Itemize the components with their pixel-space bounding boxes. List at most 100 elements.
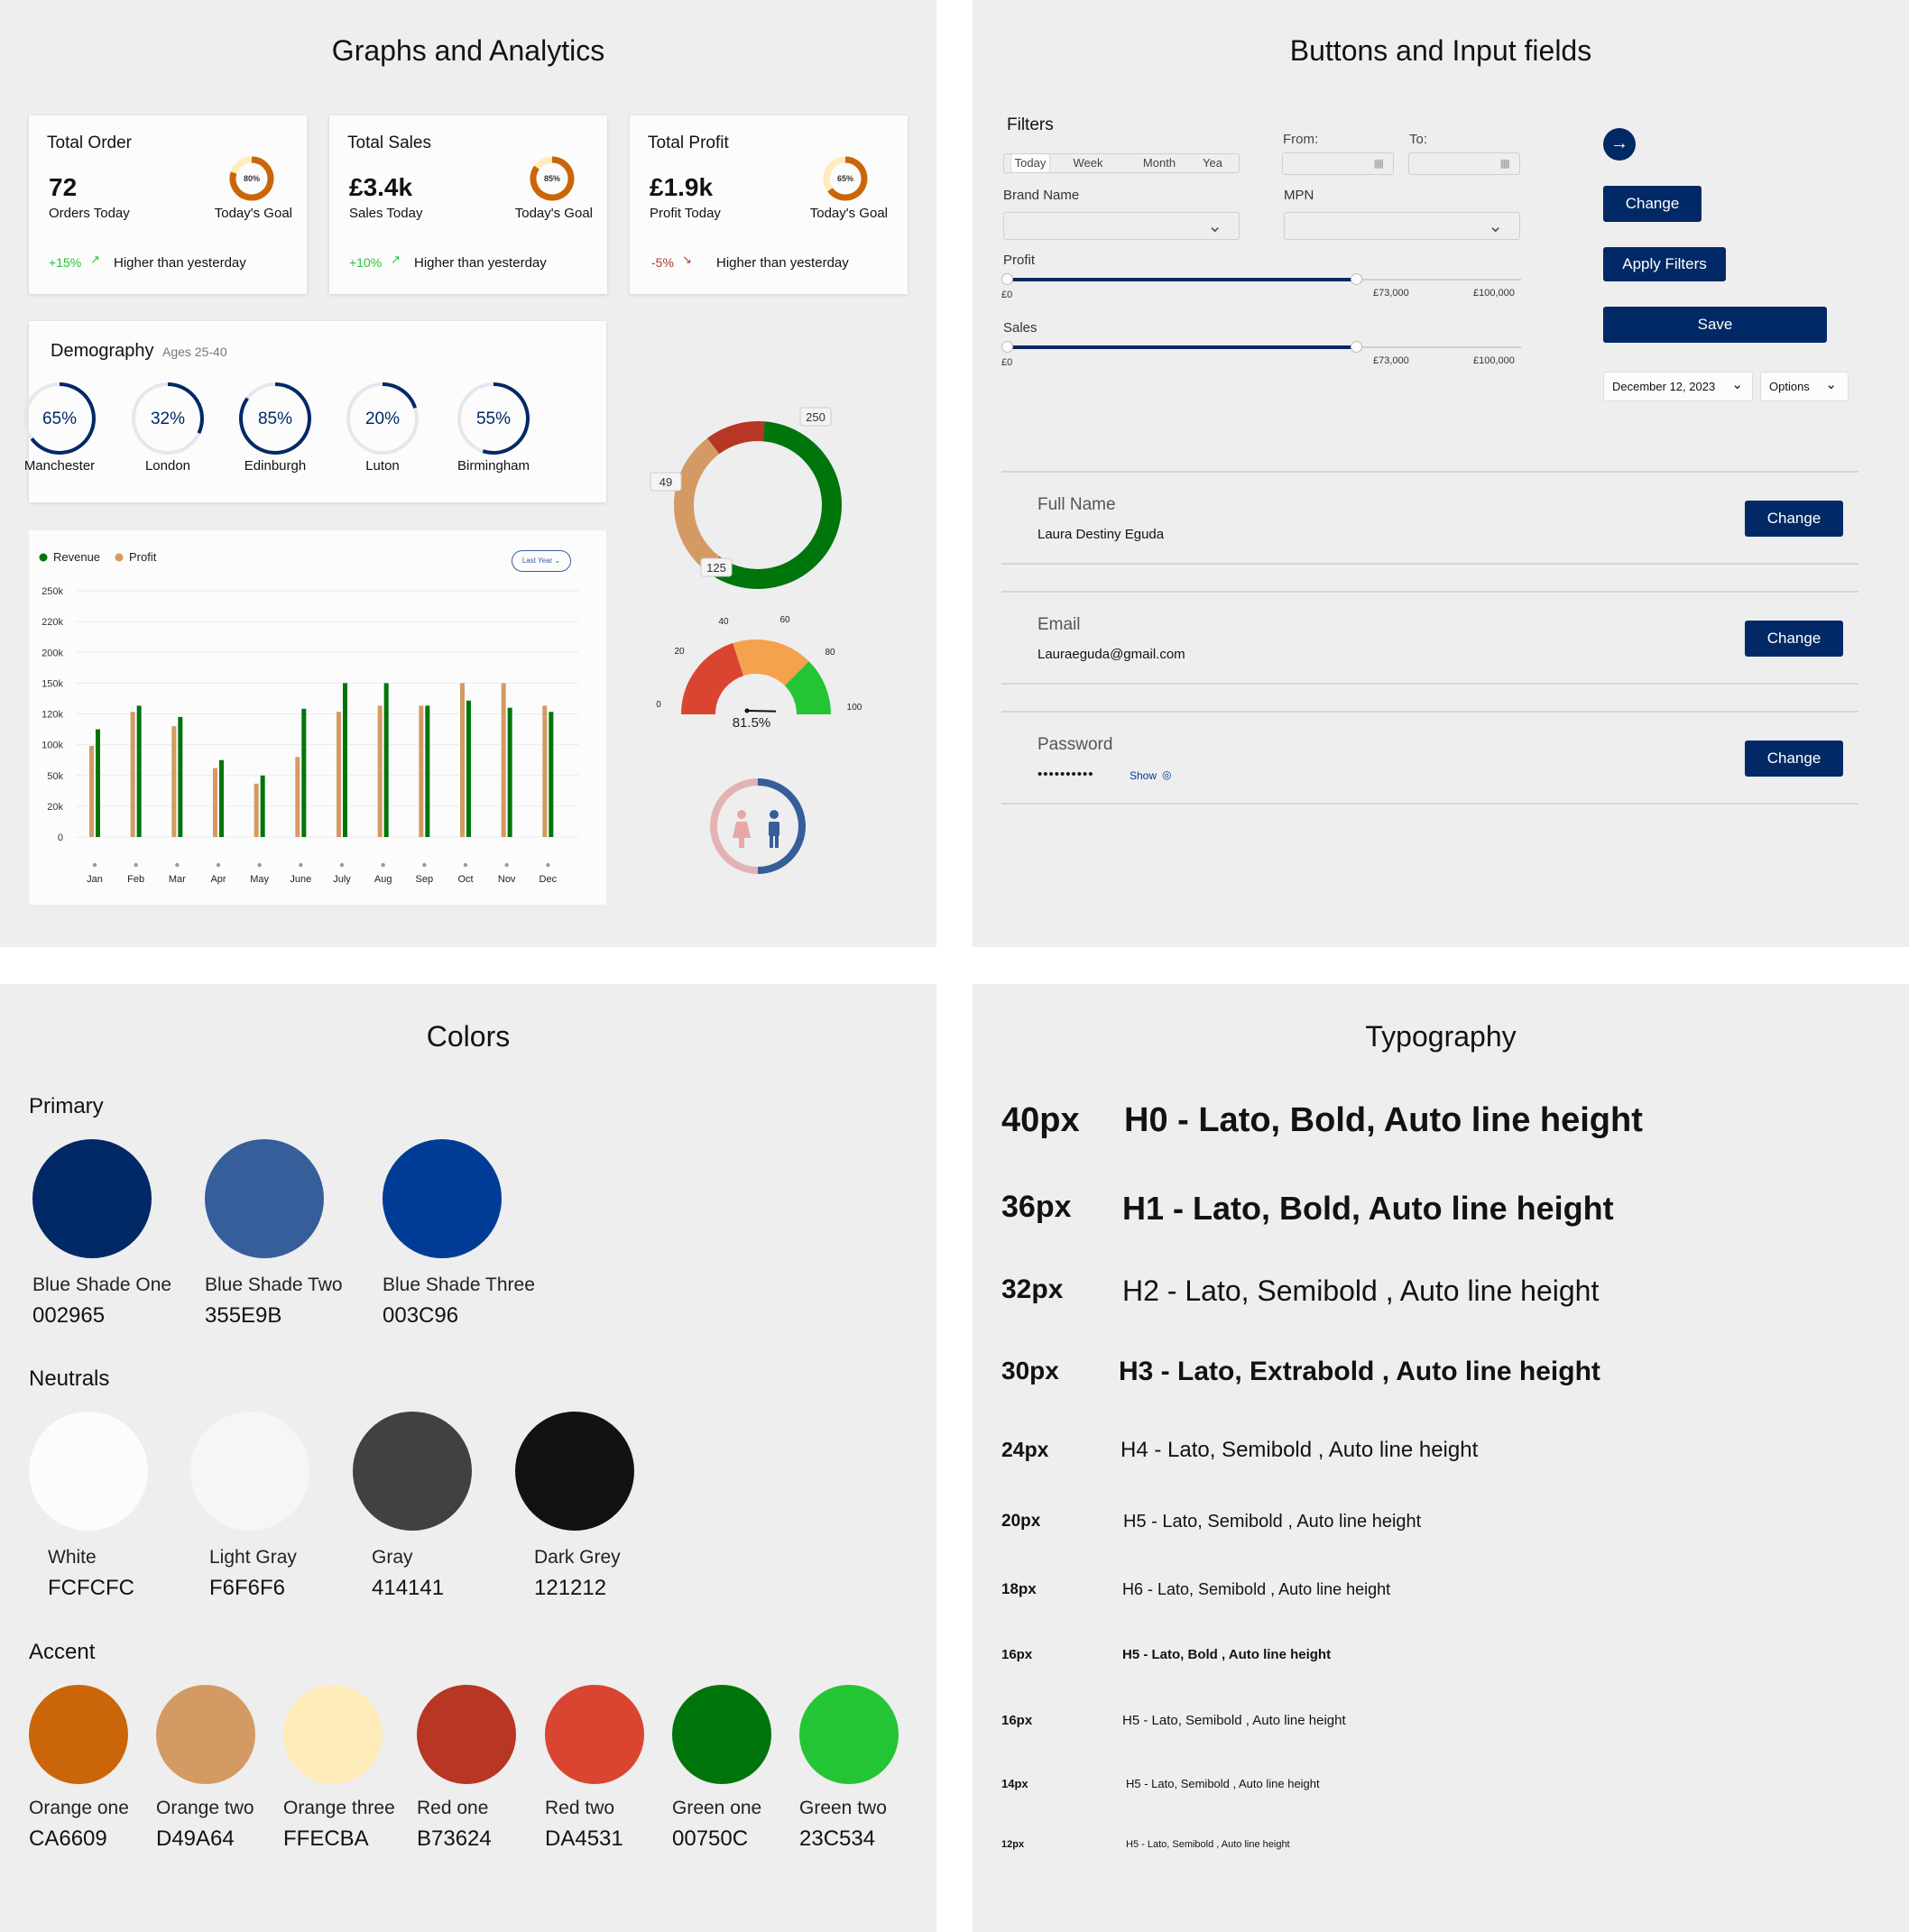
- buttons-panel: Buttons and Input fields Filters Today We…: [973, 0, 1909, 947]
- type-sample: H5 - Lato, Semibold , Auto line height: [1126, 1777, 1320, 1790]
- row-divider: [1001, 471, 1858, 473]
- type-sample: H3 - Lato, Extrabold , Auto line height: [1119, 1357, 1600, 1386]
- x-tick-label: Sep: [416, 874, 434, 885]
- graphs-panel: Graphs and Analytics Total Order 72 Orders…: [0, 0, 936, 947]
- brand-name-select[interactable]: ⌄: [1003, 212, 1240, 240]
- x-tick-dot: [504, 862, 509, 868]
- chevron-down-icon: ⌄: [554, 557, 561, 565]
- profit-bar: [460, 683, 465, 837]
- change-email-button[interactable]: Change: [1745, 621, 1843, 657]
- city-ring: [346, 382, 419, 455]
- apply-filters-button[interactable]: Apply Filters: [1603, 247, 1726, 281]
- kpi-value-label: Sales Today: [349, 206, 423, 221]
- graphs-title: Graphs and Analytics: [331, 34, 605, 67]
- gender-ring: [710, 778, 806, 874]
- kpi-title: Total Profit: [648, 133, 729, 152]
- profit-bar: [130, 712, 135, 837]
- kpi-value-label: Profit Today: [650, 206, 721, 221]
- goal-label: Today's Goal: [514, 206, 593, 221]
- revenue-bar: [96, 729, 100, 837]
- legend-marker: [115, 553, 124, 562]
- legend-label: Profit: [129, 550, 157, 564]
- color-name: White: [48, 1547, 97, 1568]
- change-full-name-button[interactable]: Change: [1745, 501, 1843, 537]
- type-size-label: 40px: [1001, 1101, 1080, 1139]
- date-select[interactable]: December 12, 2023 ⌄: [1603, 372, 1753, 401]
- last-year-select[interactable]: Last Year ⌄: [512, 550, 571, 572]
- typography-title: Typography: [1365, 1020, 1517, 1053]
- revenue-bar: [425, 705, 430, 837]
- color-name: Red two: [545, 1798, 615, 1818]
- kpi-card: Total Order 72 Orders Today 80% Today's Goal…: [29, 115, 307, 294]
- color-swatch: [353, 1412, 472, 1531]
- type-sample: H5 - Lato, Semibold , Auto line height: [1123, 1512, 1422, 1532]
- profit-bar: [337, 712, 341, 837]
- male-icon: [769, 810, 779, 848]
- to-label: To:: [1409, 132, 1428, 147]
- profit-slider[interactable]: [1001, 273, 1521, 285]
- segment-today[interactable]: Today: [1011, 154, 1049, 172]
- city-percent: 65%: [42, 409, 78, 428]
- color-code: 355E9B: [205, 1303, 282, 1328]
- x-tick-label: July: [333, 874, 351, 885]
- show-password-link[interactable]: Show: [1130, 769, 1157, 782]
- segment-yea[interactable]: Yea: [1203, 156, 1222, 170]
- profit-bar: [542, 705, 548, 837]
- x-tick-label: Mar: [169, 874, 186, 885]
- from-date-input[interactable]: ▦: [1282, 152, 1394, 175]
- type-sample: H6 - Lato, Semibold , Auto line height: [1122, 1580, 1391, 1598]
- type-sample: H2 - Lato, Semibold , Auto line height: [1122, 1274, 1600, 1307]
- x-tick-label: Jan: [87, 874, 103, 885]
- color-swatch: [29, 1685, 128, 1784]
- mpn-select[interactable]: ⌄: [1284, 212, 1520, 240]
- profit-slider-handle[interactable]: [1350, 273, 1362, 285]
- profit-bar: [171, 726, 177, 837]
- change-password-button[interactable]: Change: [1745, 741, 1843, 777]
- goal-label: Today's Goal: [214, 206, 292, 221]
- goal-percent: 80%: [244, 174, 260, 183]
- profit-bar: [89, 745, 94, 837]
- sales-slider[interactable]: [1001, 341, 1521, 353]
- save-button[interactable]: Save: [1603, 307, 1827, 343]
- legend-marker: [39, 553, 48, 562]
- color-swatch: [156, 1685, 255, 1784]
- arrow-right-button[interactable]: →: [1603, 128, 1636, 161]
- color-name: Green two: [799, 1798, 887, 1818]
- city-ring: [457, 382, 530, 455]
- options-select[interactable]: Options ⌄: [1760, 372, 1849, 401]
- kpi-value: £3.4k: [349, 173, 413, 201]
- goal-ring: 85%: [530, 156, 575, 201]
- profit-bar: [213, 768, 217, 837]
- change-button[interactable]: Change: [1603, 186, 1702, 222]
- revenue-profit-bar-chart: Revenue Profit 0 20k 50k 100k 120k 150k 200k 220k…: [39, 550, 579, 885]
- color-swatch: [417, 1685, 516, 1784]
- city-ring: [132, 382, 204, 455]
- donut-slice: [707, 421, 842, 589]
- color-swatch: [672, 1685, 771, 1784]
- color-name: Red one: [417, 1798, 489, 1818]
- kpi-card: Total Sales £3.4k Sales Today 85% Today's Go…: [329, 115, 607, 294]
- color-swatch: [515, 1412, 634, 1531]
- segment-week[interactable]: Week: [1073, 156, 1103, 170]
- type-sample: H1 - Lato, Bold, Auto line height: [1122, 1190, 1614, 1227]
- sales-slider-min-handle[interactable]: [1001, 341, 1013, 353]
- goal-percent: 65%: [837, 174, 853, 183]
- color-name: Orange one: [29, 1798, 129, 1818]
- color-group-title: Neutrals: [29, 1366, 110, 1391]
- color-swatch: [190, 1412, 309, 1531]
- donut-label-box: [700, 557, 733, 577]
- city-name: Manchester: [23, 458, 96, 474]
- y-tick-label: 150k: [42, 678, 63, 689]
- sales-slider-min: £0: [1001, 357, 1013, 368]
- city-name: Luton: [365, 458, 400, 474]
- sales-slider-handle[interactable]: [1350, 341, 1362, 353]
- to-date-input[interactable]: ▦: [1408, 152, 1520, 175]
- chevron-down-icon: ⌄: [1488, 216, 1503, 236]
- calendar-icon: ▦: [1373, 157, 1384, 170]
- type-size-label: 16px: [1001, 1713, 1033, 1728]
- revenue-bar: [136, 705, 142, 837]
- y-tick-label: 20k: [47, 802, 63, 813]
- segment-month[interactable]: Month: [1142, 156, 1176, 170]
- profit-slider-min-handle[interactable]: [1001, 273, 1013, 285]
- chevron-down-icon: ⌄: [1825, 377, 1837, 392]
